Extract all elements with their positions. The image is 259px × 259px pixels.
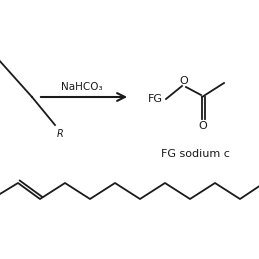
Text: O: O bbox=[180, 76, 188, 86]
Text: FG: FG bbox=[148, 94, 163, 104]
Text: O: O bbox=[199, 121, 207, 131]
Text: NaHCO₃: NaHCO₃ bbox=[61, 82, 103, 92]
Text: R: R bbox=[57, 129, 64, 139]
Text: FG sodium c: FG sodium c bbox=[161, 149, 229, 159]
